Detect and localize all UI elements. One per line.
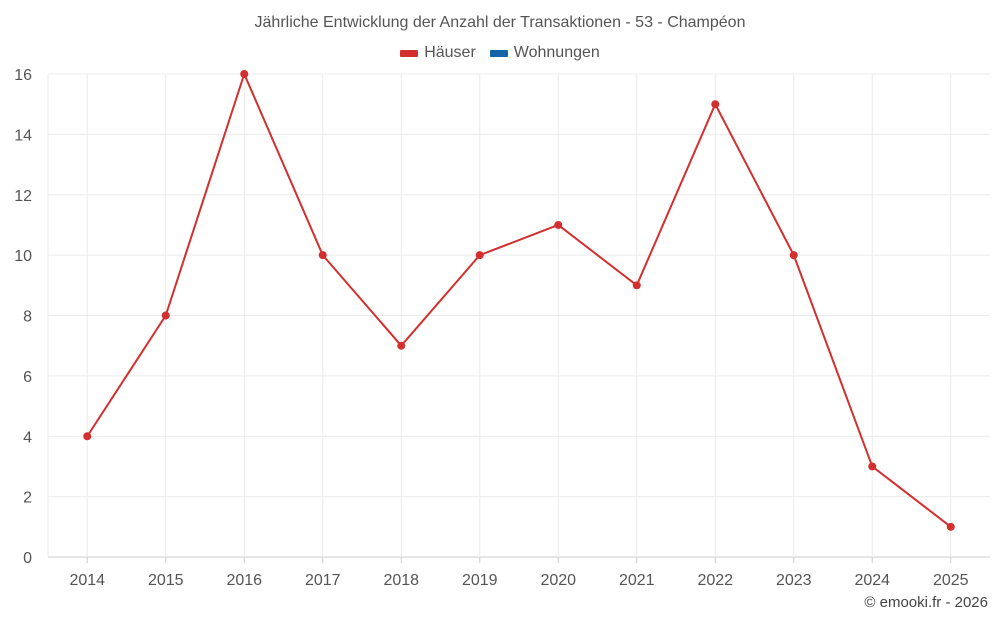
series-line-0 [86, 73, 952, 528]
x-tick-label: 2024 [854, 572, 890, 589]
data-point [554, 220, 563, 229]
legend-label-haeuser: Häuser [424, 44, 476, 61]
legend-swatch-haeuser [400, 49, 419, 57]
y-tick-label: 2 [23, 490, 32, 507]
x-tick-label: 2016 [226, 572, 262, 589]
chart-title: Jährliche Entwicklung der Anzahl der Tra… [254, 14, 746, 31]
x-tick-label: 2023 [776, 572, 812, 589]
data-point [946, 522, 955, 531]
legend-swatch-wohnungen [489, 49, 508, 57]
data-point [397, 341, 406, 350]
data-point [711, 100, 720, 109]
data-point [789, 251, 798, 260]
credit-text: © emooki.fr - 2026 [864, 594, 988, 611]
x-tick-label: 2021 [619, 572, 655, 589]
data-point [240, 70, 249, 78]
y-tick-label: 12 [14, 188, 32, 205]
data-point [318, 251, 327, 260]
x-tick-label: 2020 [540, 572, 576, 589]
x-tick-label: 2015 [148, 572, 184, 589]
x-tick-label: 2019 [462, 572, 498, 589]
x-tick-label: 2014 [69, 572, 105, 589]
legend: Häuser Wohnungen [0, 44, 1000, 62]
data-point [632, 281, 641, 290]
x-tick-label: 2018 [383, 572, 419, 589]
y-tick-label: 10 [14, 248, 32, 265]
y-tick-label: 16 [14, 67, 32, 84]
data-point [868, 462, 877, 471]
data-point [83, 432, 92, 441]
x-tick-label: 2025 [933, 572, 969, 589]
legend-label-wohnungen: Wohnungen [513, 44, 600, 61]
legend-item-wohnungen[interactable]: Wohnungen [489, 44, 600, 62]
legend-item-haeuser[interactable]: Häuser [400, 44, 476, 62]
y-tick-label: 6 [23, 369, 32, 386]
x-tick-label: 2017 [305, 572, 341, 589]
data-point [475, 251, 484, 260]
y-tick-label: 14 [14, 127, 32, 144]
y-tick-label: 4 [23, 429, 32, 446]
data-point [161, 311, 170, 320]
y-tick-label: 8 [23, 309, 32, 326]
x-tick-label: 2022 [697, 572, 733, 589]
y-tick-label: 0 [23, 550, 32, 567]
